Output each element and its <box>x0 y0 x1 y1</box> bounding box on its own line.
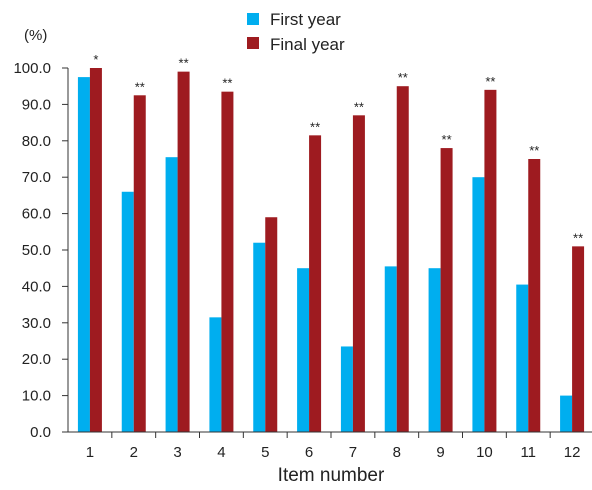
bars <box>77 68 585 433</box>
x-axis-title: Item number <box>278 465 385 486</box>
bar-first-year <box>428 268 441 432</box>
bar-final-year <box>572 246 585 432</box>
x-tick-label: 4 <box>217 444 225 461</box>
x-axis-ticks: 1 2 3 4 5 6 7 8 9 10 11 12 <box>86 432 581 461</box>
significance-marker: ** <box>442 132 452 147</box>
x-tick-label: 5 <box>261 444 269 461</box>
significance-marker: ** <box>222 76 232 91</box>
y-tick-label: 0.0 <box>30 424 51 441</box>
y-tick-label: 20.0 <box>22 351 51 368</box>
significance-marker: ** <box>529 143 539 158</box>
bar-first-year <box>560 395 573 432</box>
bar-final-year <box>221 91 234 432</box>
bar-final-year <box>352 115 365 432</box>
y-tick-label: 100.0 <box>13 60 51 77</box>
bar-first-year <box>384 266 397 432</box>
x-tick-label: 9 <box>436 444 444 461</box>
bar-final-year <box>484 89 497 432</box>
x-tick-label: 8 <box>393 444 401 461</box>
x-tick-label: 10 <box>476 444 493 461</box>
bar-first-year <box>472 177 485 432</box>
significance-marker: ** <box>310 119 320 134</box>
y-axis-ticks: 0.0 10.0 20.0 30.0 40.0 50.0 60.0 70.0 80.0 90.0 1… <box>13 60 68 441</box>
x-tick-label: 6 <box>305 444 313 461</box>
legend-label-first-year: First year <box>270 10 341 29</box>
bar-final-year <box>265 217 278 432</box>
significance-marker: * <box>93 52 98 67</box>
bar-first-year <box>297 268 310 432</box>
legend-swatch-final-year <box>247 37 259 49</box>
significance-marker: ** <box>398 70 408 85</box>
significance-marker: ** <box>179 56 189 71</box>
bar-first-year <box>77 77 90 432</box>
legend: First year Final year <box>247 10 345 54</box>
x-tick-label: 1 <box>86 444 94 461</box>
bar-first-year <box>165 157 178 432</box>
legend-label-final-year: Final year <box>270 35 345 54</box>
legend-swatch-first-year <box>247 13 259 25</box>
y-tick-label: 40.0 <box>22 278 51 295</box>
y-tick-label: 50.0 <box>22 242 51 259</box>
bar-final-year <box>89 68 102 432</box>
significance-markers: ********************* <box>93 52 583 245</box>
bar-final-year <box>528 159 541 432</box>
x-tick-label: 3 <box>173 444 181 461</box>
bar-final-year <box>177 71 190 432</box>
y-tick-label: 90.0 <box>22 96 51 113</box>
y-tick-label: 80.0 <box>22 133 51 150</box>
x-tick-label: 11 <box>520 444 536 461</box>
bar-first-year <box>340 346 353 432</box>
bar-first-year <box>209 317 222 432</box>
bar-first-year <box>516 284 529 432</box>
significance-marker: ** <box>573 230 583 245</box>
x-tick-label: 7 <box>349 444 357 461</box>
bar-final-year <box>396 86 409 432</box>
bar-final-year <box>440 148 453 432</box>
y-tick-label: 70.0 <box>22 169 51 186</box>
bar-final-year <box>309 135 322 432</box>
significance-marker: ** <box>354 99 364 114</box>
y-unit-label: (%) <box>24 27 47 44</box>
y-tick-label: 60.0 <box>22 206 51 223</box>
significance-marker: ** <box>135 79 145 94</box>
y-tick-label: 10.0 <box>22 388 51 405</box>
bar-first-year <box>121 191 134 432</box>
significance-marker: ** <box>485 74 495 89</box>
y-tick-label: 30.0 <box>22 315 51 332</box>
bar-final-year <box>133 95 146 433</box>
x-tick-label: 2 <box>130 444 138 461</box>
bar-first-year <box>253 242 266 432</box>
x-tick-label: 12 <box>564 444 581 461</box>
